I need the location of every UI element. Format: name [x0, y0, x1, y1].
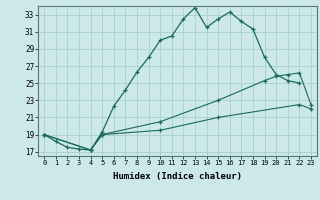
- X-axis label: Humidex (Indice chaleur): Humidex (Indice chaleur): [113, 172, 242, 181]
